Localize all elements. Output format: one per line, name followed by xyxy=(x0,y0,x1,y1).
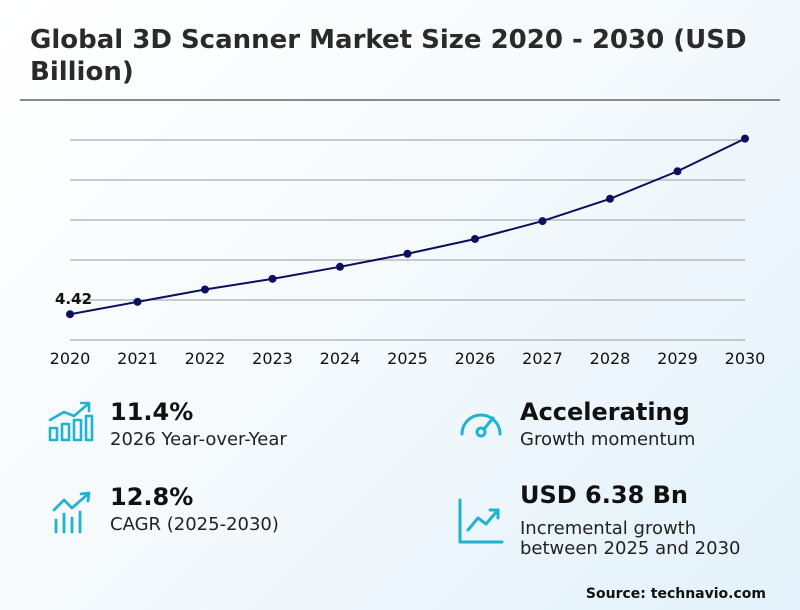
data-point xyxy=(741,134,749,143)
stat-momentum-desc: Growth momentum xyxy=(520,429,696,450)
x-tick-label: 2027 xyxy=(522,349,563,368)
chart-title: Global 3D Scanner Market Size 2020 - 203… xyxy=(30,25,747,87)
data-point xyxy=(471,234,479,243)
stat-cagr-value: 12.8% xyxy=(110,483,194,511)
stat-yoy-value: 11.4% xyxy=(110,398,194,426)
x-tick-label: 2023 xyxy=(252,349,293,368)
data-point xyxy=(66,310,74,319)
stat-incremental: USD 6.38 Bn Incremental growth between 2… xyxy=(520,481,740,559)
gauge-icon xyxy=(460,413,502,438)
stat-yoy-desc: 2026 Year-over-Year xyxy=(110,429,287,450)
data-point xyxy=(336,262,344,271)
x-tick-label: 2028 xyxy=(590,349,631,368)
stat-cagr-desc: CAGR (2025-2030) xyxy=(110,514,279,535)
data-point xyxy=(673,167,682,176)
data-point xyxy=(606,194,614,203)
data-point xyxy=(538,217,547,226)
line-chart: 4.42 2020 2021 2022 2023 2024 2025 2026 2027 202… xyxy=(50,134,766,368)
x-tick-label: 2025 xyxy=(387,349,428,368)
bar-chart-icon xyxy=(48,401,94,442)
data-point xyxy=(403,249,412,258)
stat-incremental-desc-1: Incremental growth xyxy=(520,518,697,539)
source-credit: Source: technavio.com xyxy=(585,586,766,602)
title-divider xyxy=(20,99,780,101)
stat-yoy: 11.4% 2026 Year-over-Year xyxy=(110,398,287,450)
data-label: 4.42 xyxy=(55,290,92,308)
stat-momentum-value: Accelerating xyxy=(520,398,690,426)
data-point xyxy=(201,285,209,294)
x-tick-label: 2029 xyxy=(657,349,698,368)
data-point xyxy=(268,274,277,283)
stat-incremental-desc-2: between 2025 and 2030 xyxy=(520,538,741,559)
stat-momentum: Accelerating Growth momentum xyxy=(520,398,695,450)
x-tick-label: 2026 xyxy=(455,349,496,368)
series-line xyxy=(69,137,746,316)
data-points xyxy=(66,134,749,319)
x-tick-label: 2024 xyxy=(320,349,361,368)
series-line-layer xyxy=(69,137,746,316)
x-tick-label: 2030 xyxy=(725,349,766,368)
x-tick-label: 2022 xyxy=(185,349,226,368)
data-point xyxy=(133,297,142,306)
data-labels: 4.42 xyxy=(55,290,92,308)
x-tick-label: 2021 xyxy=(117,349,158,368)
stat-incremental-value: USD 6.38 Bn xyxy=(520,481,688,509)
stat-cagr: 12.8% CAGR (2025-2030) xyxy=(110,483,279,535)
trend-bars-icon xyxy=(52,491,91,534)
growth-chart-icon xyxy=(458,498,504,544)
grid-lines xyxy=(70,139,745,341)
x-axis-ticks: 2020 2021 2022 2023 2024 2025 2026 2027 2028 2029… xyxy=(50,349,766,368)
x-tick-label: 2020 xyxy=(50,349,91,368)
